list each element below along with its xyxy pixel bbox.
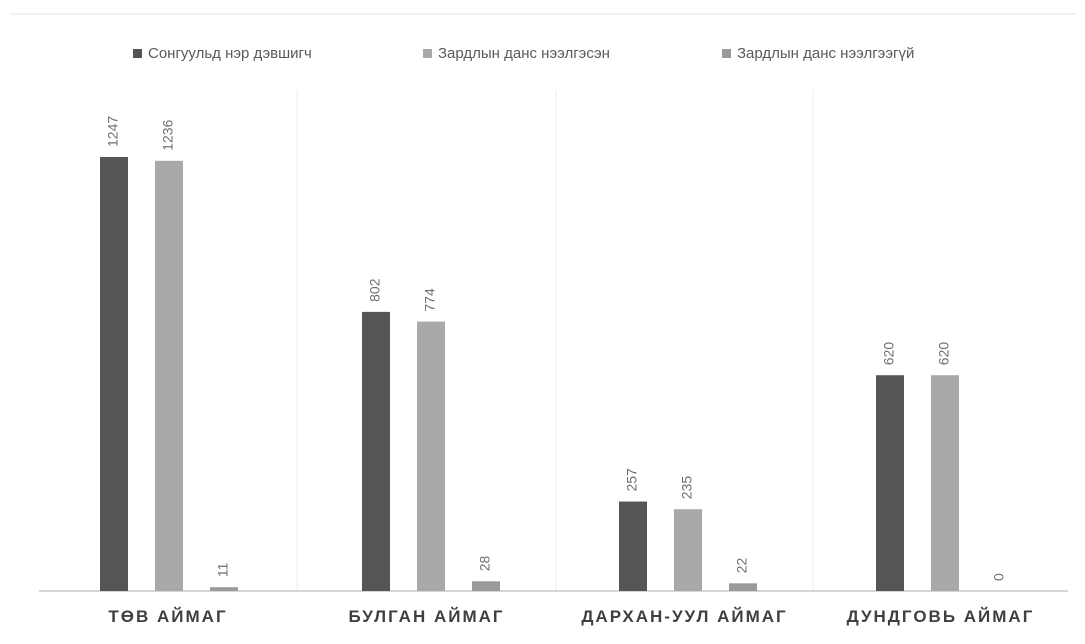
legend-swatch	[133, 49, 142, 58]
bar	[876, 375, 904, 591]
legend-swatch	[722, 49, 731, 58]
category-label: ДУНДГОВЬ АЙМАГ	[847, 607, 1035, 626]
category-label: БУЛГАН АЙМАГ	[348, 607, 504, 626]
bar	[931, 375, 959, 591]
bar	[472, 581, 500, 591]
bar	[100, 157, 128, 591]
legend-label: Сонгуульд нэр дэвшигч	[148, 45, 312, 62]
bar	[729, 583, 757, 591]
legend-label: Зардлын данс нээлгээгүй	[737, 45, 914, 62]
bar	[417, 321, 445, 591]
data-label: 1247	[105, 116, 121, 147]
data-label: 22	[734, 558, 750, 574]
data-label: 235	[679, 476, 695, 500]
category-label: ДАРХАН-УУЛ АЙМАГ	[581, 607, 787, 626]
data-label: 802	[367, 278, 383, 302]
legend-swatch	[423, 49, 432, 58]
bar	[619, 501, 647, 591]
category-label: ТӨВ АЙМАГ	[108, 607, 227, 626]
data-label: 620	[881, 342, 897, 366]
data-label: 0	[991, 573, 1007, 581]
data-label: 11	[215, 562, 231, 577]
bar	[155, 160, 183, 592]
data-label: 1236	[160, 119, 176, 150]
data-label: 28	[477, 555, 493, 571]
data-label: 620	[936, 342, 952, 366]
legend-label: Зардлын данс нээлгэсэн	[438, 45, 610, 62]
data-label: 774	[422, 288, 438, 312]
bar	[362, 311, 390, 591]
bar	[210, 587, 238, 591]
data-label: 257	[624, 468, 640, 492]
bar	[674, 509, 702, 591]
